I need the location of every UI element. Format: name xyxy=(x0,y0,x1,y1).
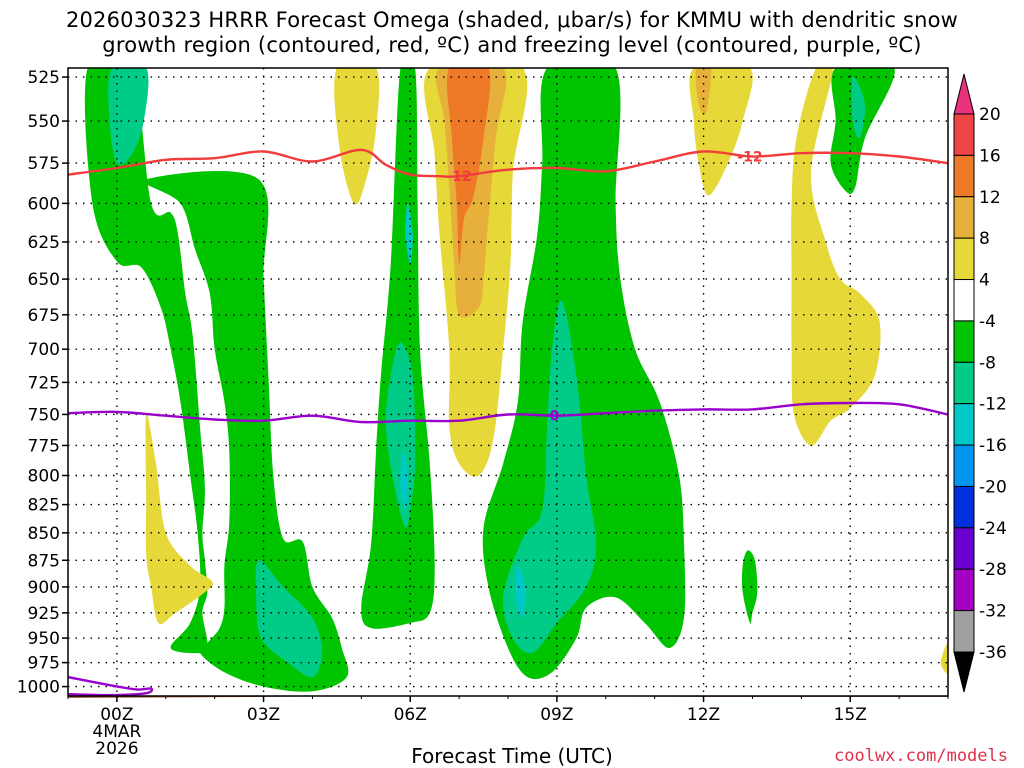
omega-region-yellow-e xyxy=(145,413,213,625)
shaded-omega-layer xyxy=(84,68,948,692)
y-tick-label: 675 xyxy=(28,306,60,326)
colorbar-bottom-arrow xyxy=(953,651,975,693)
colorbar-label: -8 xyxy=(979,353,996,373)
omega-region-green-col-e xyxy=(830,68,895,194)
omega-region-yellow-a xyxy=(334,68,380,205)
x-tick-label: 03Z xyxy=(247,705,280,725)
y-tick-label: 800 xyxy=(28,467,60,487)
y-tick-label: 700 xyxy=(28,340,60,360)
contour-label-0-1: -12 xyxy=(737,149,762,165)
y-tick-label: 850 xyxy=(28,524,60,544)
omega-region-teal-a xyxy=(108,68,149,166)
colorbar-top-arrow xyxy=(953,73,975,115)
colorbar: 20 16 12 8 4 -4 -8 -12 -16 -20 -24 -28 -32 -36 xyxy=(953,73,1007,693)
y-tick-label: 575 xyxy=(28,154,60,174)
chart-title-line-1: 2026030323 HRRR Forecast Omega (shaded, … xyxy=(65,8,959,32)
colorbar-label: -4 xyxy=(979,312,996,332)
x-tick-label: 00Z xyxy=(100,705,133,725)
colorbar-label: 4 xyxy=(979,271,990,291)
colorbar-label: 16 xyxy=(979,146,1001,166)
axes-layer: 525 550 575 600 625 650 675 700 725 750 775 800 825 8… xyxy=(17,67,949,759)
y-tick-label: 625 xyxy=(28,233,60,253)
omega-region-green-blob xyxy=(741,550,758,624)
omega-region-cyan-c xyxy=(515,565,526,619)
colorbar-swatch xyxy=(953,237,975,281)
x-tick-label: 15Z xyxy=(834,705,867,725)
colorbar-swatch xyxy=(953,444,975,487)
x-tick-label: 12Z xyxy=(687,705,720,725)
colorbar-swatch xyxy=(953,320,975,363)
omega-region-green-col-a xyxy=(84,68,208,654)
colorbar-swatch xyxy=(953,279,975,322)
y-tick-label: 900 xyxy=(28,578,60,598)
x-axis-label: Forecast Time (UTC) xyxy=(411,744,613,768)
y-tick-label: 750 xyxy=(28,405,60,425)
y-tick-label: 550 xyxy=(28,112,60,132)
credit-text: coolwx.com/models xyxy=(834,746,1008,766)
colorbar-label: -20 xyxy=(979,477,1007,497)
x-tick-label: 06Z xyxy=(394,705,427,725)
colorbar-label: 12 xyxy=(979,188,1001,208)
x-tick-label: 09Z xyxy=(540,705,573,725)
contour-label-1-0: 0 xyxy=(550,409,560,425)
y-tick-label: 525 xyxy=(28,68,60,88)
colorbar-label: 20 xyxy=(979,105,1001,125)
colorbar-swatch xyxy=(953,403,975,446)
contour-line-0 xyxy=(68,148,948,178)
y-tick-label: 775 xyxy=(28,436,60,456)
contour-layer: -12 -12 0 xyxy=(68,148,948,696)
colorbar-label: -24 xyxy=(979,519,1007,539)
omega-region-cyan-b xyxy=(400,451,408,511)
contour-line-2 xyxy=(68,675,154,696)
omega-region-yellow-f xyxy=(940,642,948,674)
colorbar-swatch xyxy=(953,154,975,198)
colorbar-label: -28 xyxy=(979,560,1007,580)
y-tick-label: 725 xyxy=(28,373,60,393)
y-tick-label: 650 xyxy=(28,270,60,290)
colorbar-swatch xyxy=(953,361,975,405)
omega-region-teal-d xyxy=(502,300,596,654)
colorbar-swatch xyxy=(953,485,975,529)
omega-region-teal-b xyxy=(255,560,323,678)
colorbar-swatch xyxy=(953,610,975,653)
y-tick-label: 875 xyxy=(28,551,60,571)
y-tick-label: 825 xyxy=(28,496,60,516)
colorbar-label: -36 xyxy=(979,643,1007,663)
contour-label-0-0: -12 xyxy=(446,169,471,185)
omega-region-orange-a xyxy=(446,68,491,265)
omega-region-green-col-b xyxy=(143,171,349,692)
colorbar-swatch xyxy=(953,568,975,612)
colorbar-label: -16 xyxy=(979,436,1007,456)
colorbar-swatch xyxy=(953,196,975,239)
colorbar-label: -12 xyxy=(979,395,1007,415)
omega-region-teal-e xyxy=(851,76,866,139)
colorbar-swatch xyxy=(953,527,975,570)
y-tick-label: 600 xyxy=(28,194,60,214)
x-tick-sublabel-year: 2026 xyxy=(95,739,138,759)
contour-line-1 xyxy=(68,401,948,424)
chart-title-line-2: growth region (contoured, red, ºC) and f… xyxy=(102,33,922,57)
colorbar-swatch xyxy=(953,113,975,156)
y-tick-label: 975 xyxy=(28,654,60,674)
colorbar-label: 8 xyxy=(979,229,990,249)
y-tick-label: 925 xyxy=(28,604,60,624)
colorbar-label: -32 xyxy=(979,602,1007,622)
x-tick-sublabel-date: 4MAR xyxy=(92,722,141,742)
omega-region-teal-c xyxy=(385,342,416,528)
y-tick-label: 1000 xyxy=(17,678,60,698)
omega-region-yellow-d xyxy=(791,68,881,446)
y-tick-label: 950 xyxy=(28,629,60,649)
